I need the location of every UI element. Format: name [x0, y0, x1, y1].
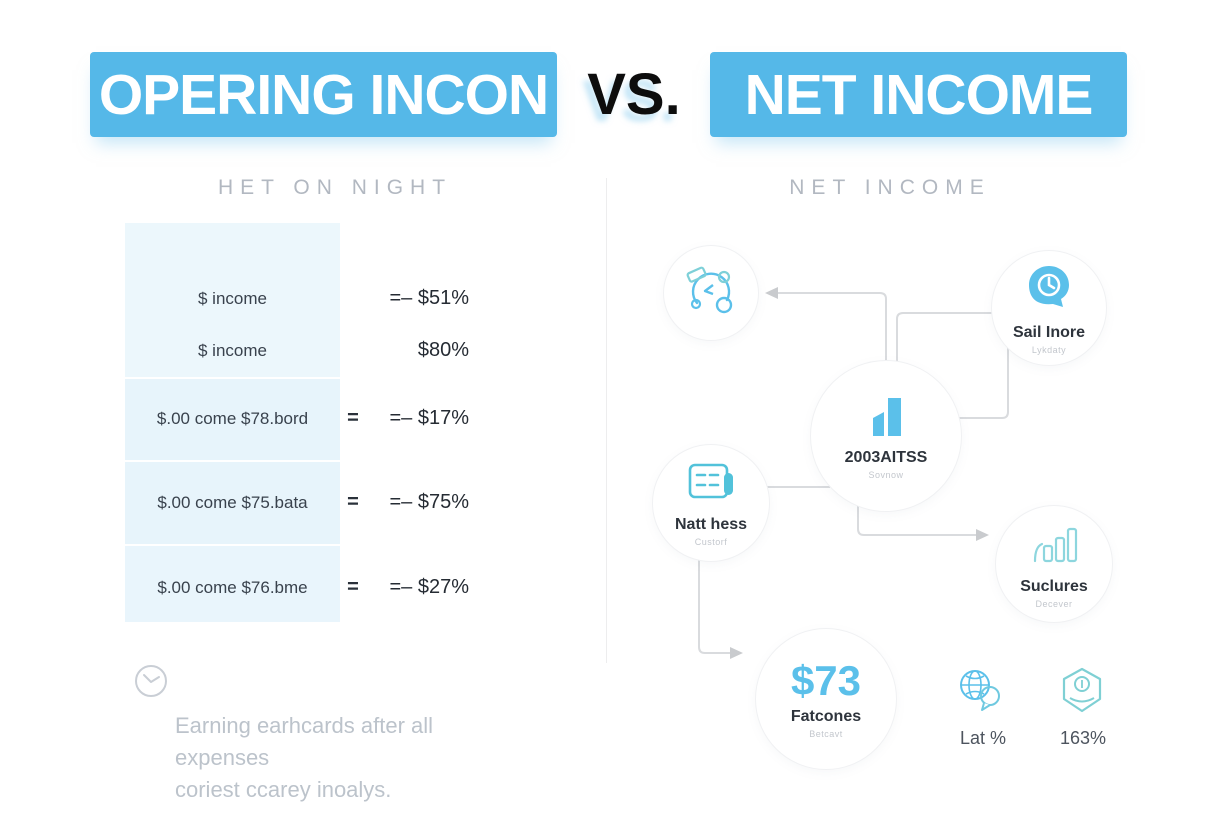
node-sublabel: Custorf — [694, 537, 728, 547]
badge-label: Lat % — [959, 728, 1007, 748]
table-row-label: $ income — [198, 289, 267, 308]
node-sail-inore: Sail Inore Lykdaty — [991, 250, 1107, 366]
equals-sign: = — [347, 407, 359, 429]
node-label: Sail Inore — [1012, 324, 1086, 341]
right-title-banner: NET INCOME — [710, 52, 1127, 137]
node-label: Fatcones — [790, 707, 862, 725]
table-section-2 — [125, 379, 340, 460]
node-process-cycle — [663, 245, 759, 341]
left-title: OPERING INCON — [98, 62, 549, 127]
process-cycle-icon — [682, 262, 740, 325]
node-fatcones: $73 Fatcones Betcavt — [755, 628, 897, 770]
node-sublabel: Sovnow — [868, 470, 904, 480]
table-section-1 — [125, 223, 340, 377]
bar-chart-solid-icon — [861, 392, 911, 443]
bar-chart-outline-icon — [1027, 519, 1081, 572]
chat-clock-icon — [1023, 261, 1075, 318]
node-value: $73 — [790, 656, 862, 704]
globe-chat-icon — [952, 665, 1010, 722]
table-row-value: =– $51% — [389, 287, 469, 309]
node-label: 2003AITSS — [844, 449, 928, 466]
hexagon-badge-icon — [1058, 666, 1106, 721]
node-label: Suclures — [1020, 578, 1088, 595]
right-title: NET INCOME — [744, 62, 1094, 127]
left-subtitle: HET ON NIGHT — [217, 176, 453, 199]
table-row-value: =– $75% — [389, 491, 469, 513]
table-row-label: $.00 come $75.bata — [157, 493, 308, 512]
node-sublabel: Betcavt — [809, 728, 843, 739]
footnote-line-1: Earning earhcards after all expenses — [175, 713, 434, 770]
node-suclures: Suclures Decever — [995, 505, 1113, 623]
node-label: Natt hess — [674, 516, 748, 533]
node-sublabel: Decever — [1035, 599, 1073, 609]
equals-sign: = — [347, 576, 359, 598]
newspaper-icon — [684, 459, 738, 510]
footnote-text: Earning earhcards after all expenses cor… — [175, 710, 520, 806]
table-row-label: $.00 come $78.bord — [156, 409, 309, 428]
table-section-3 — [125, 462, 340, 544]
table-row-label: $ income — [198, 341, 267, 360]
table-row-value: $80% — [417, 339, 469, 361]
vs-label: VS. — [587, 62, 681, 127]
left-title-banner: OPERING INCON — [90, 52, 557, 137]
badge-label: 163% — [1059, 728, 1107, 748]
table-row-value: =– $17% — [389, 407, 469, 429]
right-subtitle: NET INCOME — [789, 176, 991, 199]
equals-sign: = — [347, 491, 359, 513]
table-row-value: =– $27% — [389, 576, 469, 598]
center-divider — [606, 178, 607, 663]
table-row-label: $.00 come $76.bme — [157, 578, 308, 597]
node-center-stats: 2003AITSS Sovnow — [810, 360, 962, 512]
node-sublabel: Lykdaty — [1031, 345, 1067, 355]
clock-icon — [133, 663, 169, 699]
table-section-4 — [125, 546, 340, 622]
footnote-line-2: coriest ccarey inoalys. — [175, 776, 392, 802]
node-natt-hess: Natt hess Custorf — [652, 444, 770, 562]
